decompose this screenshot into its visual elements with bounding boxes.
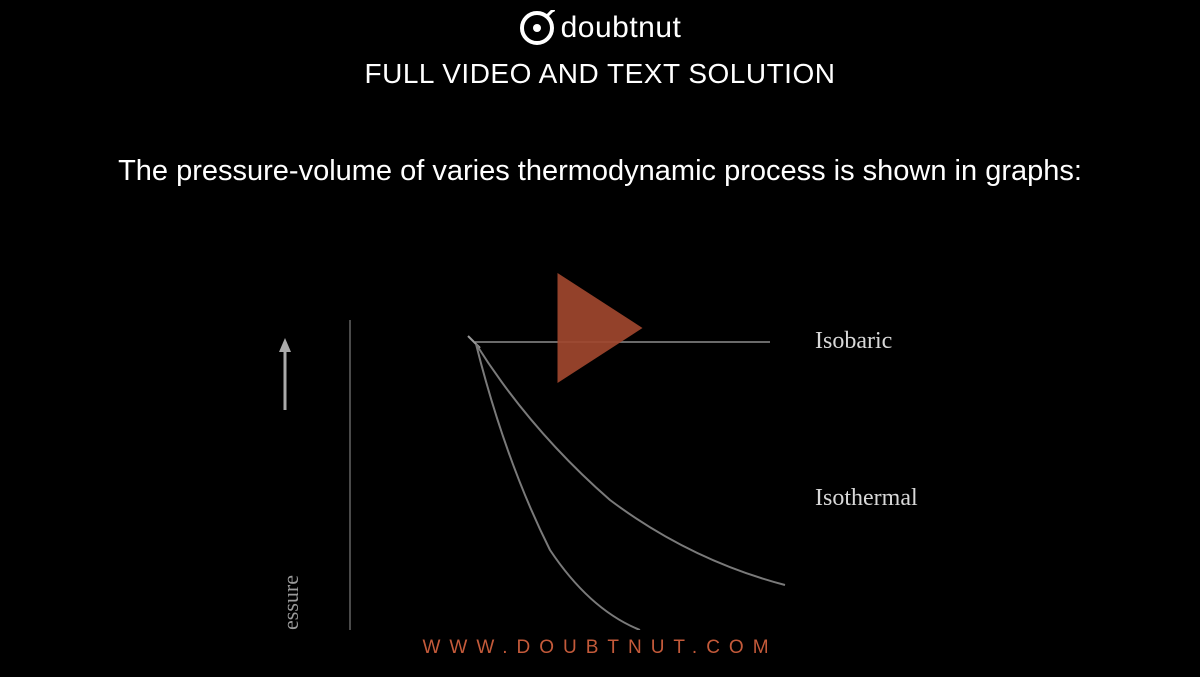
logo-text: doubtnut [561, 11, 682, 45]
question-text: The pressure-volume of varies thermodyna… [0, 150, 1200, 194]
label-isobaric: Isobaric [815, 328, 892, 355]
play-button[interactable] [558, 273, 643, 383]
doubtnut-logo-icon [519, 10, 555, 46]
logo-row: doubtnut [0, 10, 1200, 46]
subtitle: FULL VIDEO AND TEXT SOLUTION [0, 58, 1200, 90]
label-isothermal: Isothermal [815, 485, 918, 512]
y-axis-label: essure [278, 575, 304, 630]
footer-url: WWW.DOUBTNUT.COM [0, 637, 1200, 659]
